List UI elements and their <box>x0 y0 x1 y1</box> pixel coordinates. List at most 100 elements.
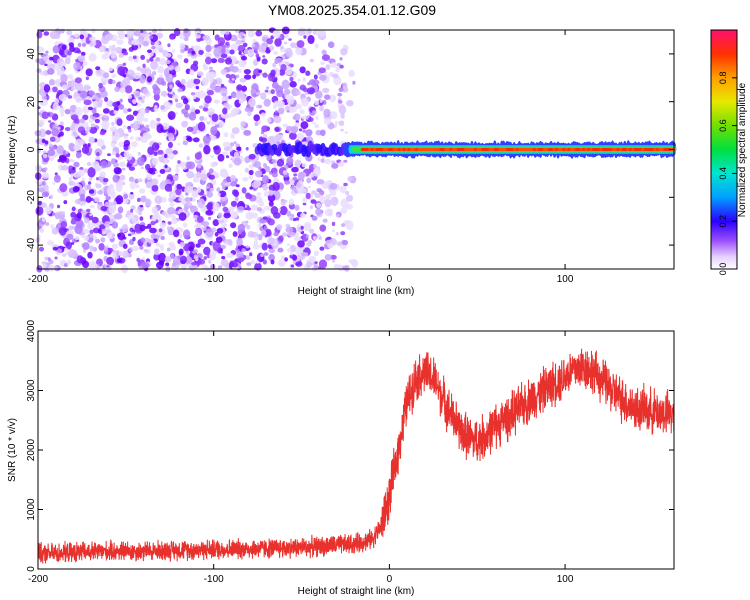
heatmap-cell <box>118 141 124 148</box>
heatmap-cell <box>274 133 282 142</box>
heatmap-cell <box>309 205 313 210</box>
heatmap-cell <box>305 129 313 137</box>
heatmap-cell <box>185 80 192 88</box>
heatmap-cell <box>119 229 124 233</box>
heatmap-cell <box>96 155 100 160</box>
heatmap-cell <box>151 28 158 33</box>
heatmap-cell <box>327 41 335 49</box>
heatmap-cell <box>54 33 61 40</box>
heatmap-cell <box>52 45 60 54</box>
heatmap-cell <box>196 186 202 193</box>
heatmap-cell <box>181 120 188 128</box>
heatmap-cell <box>220 113 229 119</box>
heatmap-cell <box>221 256 226 260</box>
heatmap-cell <box>270 69 276 77</box>
heatmap-cell <box>36 147 42 154</box>
heatmap-cell <box>149 35 154 39</box>
heatmap-cell <box>70 114 79 121</box>
heatmap-cell <box>177 88 183 93</box>
heatmap-cell <box>82 84 91 92</box>
heatmap-cell <box>159 169 166 175</box>
heatmap-cell <box>128 94 133 99</box>
heatmap-cell <box>242 60 248 65</box>
heatmap-cell <box>276 158 285 167</box>
heatmap-cell <box>286 156 294 166</box>
heatmap-cell <box>236 253 244 259</box>
heatmap-cell <box>213 99 220 104</box>
heatmap-cell <box>106 265 110 268</box>
heatmap-cell <box>135 209 139 214</box>
heatmap-cell <box>142 40 149 47</box>
heatmap-cell <box>54 172 58 176</box>
heatmap-cell <box>160 90 168 97</box>
heatmap-cell <box>300 225 304 230</box>
heatmap-cell <box>300 96 304 100</box>
heatmap-cell <box>292 115 297 120</box>
heatmap-cell <box>241 35 245 39</box>
heatmap-cell <box>145 124 150 128</box>
heatmap-cell <box>42 150 46 154</box>
heatmap-cell <box>143 248 149 253</box>
heatmap-cell <box>340 223 346 227</box>
heatmap-cell <box>345 194 354 202</box>
heatmap-cell <box>312 167 321 177</box>
heatmap-cell <box>324 158 332 165</box>
heatmap-cell <box>82 228 90 234</box>
heatmap-cell <box>328 94 337 103</box>
heatmap-cell <box>47 149 56 157</box>
heatmap-cell <box>289 217 294 221</box>
heatmap-cell <box>335 231 340 236</box>
heatmap-cell <box>304 221 312 228</box>
heatmap-cell <box>304 252 309 257</box>
heatmap-cell <box>217 212 223 219</box>
heatmap-cell <box>256 207 263 212</box>
heatmap-cell <box>149 119 157 129</box>
heatmap-cell <box>306 242 312 247</box>
heatmap-cell <box>212 240 221 252</box>
heatmap-cell <box>217 192 221 197</box>
heatmap-cell <box>103 72 110 79</box>
heatmap-cell <box>104 221 111 228</box>
heatmap-cell <box>286 243 291 246</box>
heatmap-cell <box>302 202 307 206</box>
y-tick-label: 40 <box>26 48 37 60</box>
heatmap-cell <box>206 183 211 188</box>
heatmap-cell <box>142 87 149 95</box>
heatmap-cell <box>52 246 58 251</box>
heatmap-cell <box>193 256 199 260</box>
heatmap-cell <box>290 264 295 268</box>
heatmap-cell <box>60 73 68 83</box>
heatmap-cell <box>186 201 192 207</box>
heatmap-cell <box>324 71 328 74</box>
heatmap-cell <box>111 221 119 229</box>
heatmap-cell <box>130 231 135 236</box>
heatmap-cell <box>88 53 97 62</box>
heatmap-cell <box>48 143 53 147</box>
heatmap-cell <box>220 87 228 97</box>
heatmap-cell <box>54 79 61 85</box>
y-tick-label: 20 <box>26 96 37 108</box>
heatmap-cell <box>246 262 252 266</box>
heatmap-cell <box>315 202 322 209</box>
heatmap-cell <box>277 259 286 267</box>
heatmap-cell <box>122 73 127 78</box>
spectrogram-x-ticks: -200 -100 0 100 <box>28 30 574 285</box>
heatmap-cell <box>122 51 129 56</box>
heatmap-cell <box>140 54 146 61</box>
heatmap-cell <box>160 235 165 241</box>
heatmap-cell <box>100 237 106 243</box>
heatmap-cell <box>186 186 194 194</box>
heatmap-cell <box>193 188 197 193</box>
heatmap-cell <box>247 48 254 57</box>
heatmap-cell <box>289 107 295 114</box>
heatmap-cell <box>276 89 284 98</box>
heatmap-cell <box>37 200 43 206</box>
heatmap-cell <box>249 186 253 190</box>
heatmap-cell <box>247 110 252 117</box>
heatmap-cell <box>238 58 247 68</box>
heatmap-cell <box>315 116 319 121</box>
heatmap-cell <box>339 64 344 69</box>
heatmap-cell <box>232 211 239 217</box>
heatmap-cell <box>79 90 88 99</box>
heatmap-cell <box>44 140 49 145</box>
